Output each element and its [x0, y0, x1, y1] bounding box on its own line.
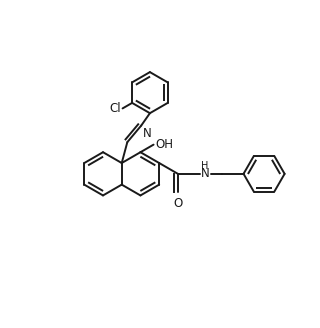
Text: N: N	[201, 167, 210, 180]
Text: O: O	[173, 197, 182, 210]
Text: H: H	[201, 161, 208, 172]
Text: Cl: Cl	[109, 102, 121, 115]
Text: N: N	[142, 127, 151, 140]
Text: OH: OH	[156, 138, 173, 151]
